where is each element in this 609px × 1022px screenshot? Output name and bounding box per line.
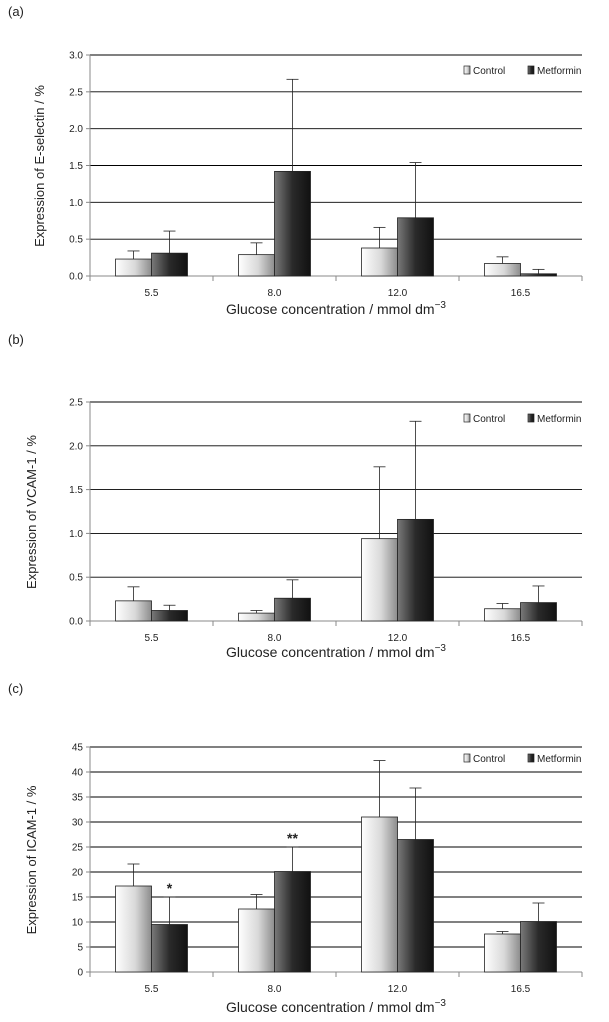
y-tick-label: 2.5 bbox=[69, 398, 83, 409]
y-tick-label: 15 bbox=[72, 893, 84, 904]
y-tick-label: 1.5 bbox=[69, 485, 83, 496]
y-tick-label: 0.5 bbox=[69, 573, 83, 584]
bar-control bbox=[361, 538, 398, 622]
y-tick-label: 40 bbox=[72, 768, 84, 779]
x-axis-label: Glucose concentration / mmol dm−3 bbox=[226, 998, 446, 1015]
x-tick-label: 5.5 bbox=[145, 633, 159, 644]
y-tick-label: 2.5 bbox=[69, 87, 83, 98]
legend-label-metformin: Metformin bbox=[537, 66, 581, 77]
chart-panel-b: (b) 0.0 0.5 1.0 1.5 2.0 2.5 5.5 8.0 12.0 16.5 Contr… bbox=[8, 332, 583, 660]
x-tick-label: 5.5 bbox=[145, 984, 159, 995]
bar-control bbox=[238, 254, 275, 277]
bar-metformin bbox=[520, 921, 557, 973]
bar-metformin bbox=[151, 252, 188, 277]
y-tick-label: 30 bbox=[72, 818, 84, 829]
bar-metformin bbox=[274, 170, 311, 277]
bar-control bbox=[115, 600, 152, 622]
x-tick-label: 8.0 bbox=[268, 633, 282, 644]
x-tick-label: 16.5 bbox=[511, 633, 531, 644]
legend-label-control: Control bbox=[473, 414, 505, 425]
y-tick-label: 25 bbox=[72, 843, 84, 854]
panel-label: (c) bbox=[8, 681, 23, 696]
bar-metformin bbox=[274, 597, 311, 622]
x-tick-label: 12.0 bbox=[388, 984, 408, 995]
x-axis-label: Glucose concentration / mmol dm−3 bbox=[226, 643, 446, 660]
bar-control bbox=[484, 263, 521, 277]
bar-metformin bbox=[274, 871, 311, 973]
bar-control bbox=[484, 933, 521, 973]
y-tick-label: 2.0 bbox=[69, 441, 83, 452]
legend-label-metformin: Metformin bbox=[537, 754, 581, 765]
legend-swatch-metformin bbox=[527, 753, 535, 763]
bar-control bbox=[361, 247, 398, 277]
legend-swatch-control bbox=[463, 413, 471, 423]
legend-swatch-metformin bbox=[527, 413, 535, 423]
y-axis-label: Expression of ICAM-1 / % bbox=[24, 785, 39, 934]
y-tick-label: 5 bbox=[77, 943, 83, 954]
x-tick-label: 16.5 bbox=[511, 288, 531, 299]
x-tick-label: 8.0 bbox=[268, 288, 282, 299]
bar-metformin bbox=[397, 518, 434, 622]
panel-label: (a) bbox=[8, 4, 24, 19]
legend-swatch-control bbox=[463, 65, 471, 75]
chart-panel-a: (a) 0.0 0.5 1.0 1.5 2.0 2.5 3.0 5.5 8.0 12.0 16.5 Co… bbox=[8, 4, 583, 317]
bar-metformin bbox=[397, 217, 434, 277]
y-axis-label: Expression of VCAM-1 / % bbox=[24, 435, 39, 589]
y-tick-label: 0.5 bbox=[69, 235, 83, 246]
bar-metformin bbox=[151, 610, 188, 622]
legend-label-control: Control bbox=[473, 66, 505, 77]
x-tick-label: 12.0 bbox=[388, 288, 408, 299]
y-tick-label: 45 bbox=[72, 743, 84, 754]
bar-metformin bbox=[151, 924, 188, 973]
x-axis-label: Glucose concentration / mmol dm−3 bbox=[226, 300, 446, 317]
bar-control bbox=[115, 258, 152, 277]
x-tick-label: 12.0 bbox=[388, 633, 408, 644]
y-tick-label: 1.0 bbox=[69, 198, 83, 209]
panel-label: (b) bbox=[8, 332, 24, 347]
significance-marker: * bbox=[167, 880, 173, 896]
y-axis-label: Expression of E-selectin / % bbox=[32, 85, 47, 247]
legend-swatch-metformin bbox=[527, 65, 535, 75]
y-tick-label: 0.0 bbox=[69, 272, 83, 283]
significance-marker: ** bbox=[287, 830, 298, 846]
y-tick-label: 10 bbox=[72, 918, 84, 929]
bar-control bbox=[361, 816, 398, 973]
bar-control bbox=[115, 885, 152, 973]
bar-metformin bbox=[397, 839, 434, 973]
x-tick-label: 16.5 bbox=[511, 984, 531, 995]
bar-control bbox=[238, 908, 275, 973]
y-tick-label: 35 bbox=[72, 793, 84, 804]
bar-metformin bbox=[520, 273, 557, 277]
legend-swatch-control bbox=[463, 753, 471, 763]
bar-control bbox=[484, 608, 521, 622]
bar-control bbox=[238, 612, 275, 622]
x-tick-label: 5.5 bbox=[145, 288, 159, 299]
y-tick-label: 1.5 bbox=[69, 161, 83, 172]
legend-label-control: Control bbox=[473, 754, 505, 765]
y-tick-label: 20 bbox=[72, 868, 84, 879]
y-tick-label: 0.0 bbox=[69, 617, 83, 628]
y-tick-label: 3.0 bbox=[69, 51, 83, 62]
y-tick-label: 2.0 bbox=[69, 124, 83, 135]
bar-metformin bbox=[520, 602, 557, 622]
y-tick-label: 0 bbox=[77, 968, 83, 979]
x-tick-label: 8.0 bbox=[268, 984, 282, 995]
y-tick-label: 1.0 bbox=[69, 529, 83, 540]
legend-label-metformin: Metformin bbox=[537, 414, 581, 425]
